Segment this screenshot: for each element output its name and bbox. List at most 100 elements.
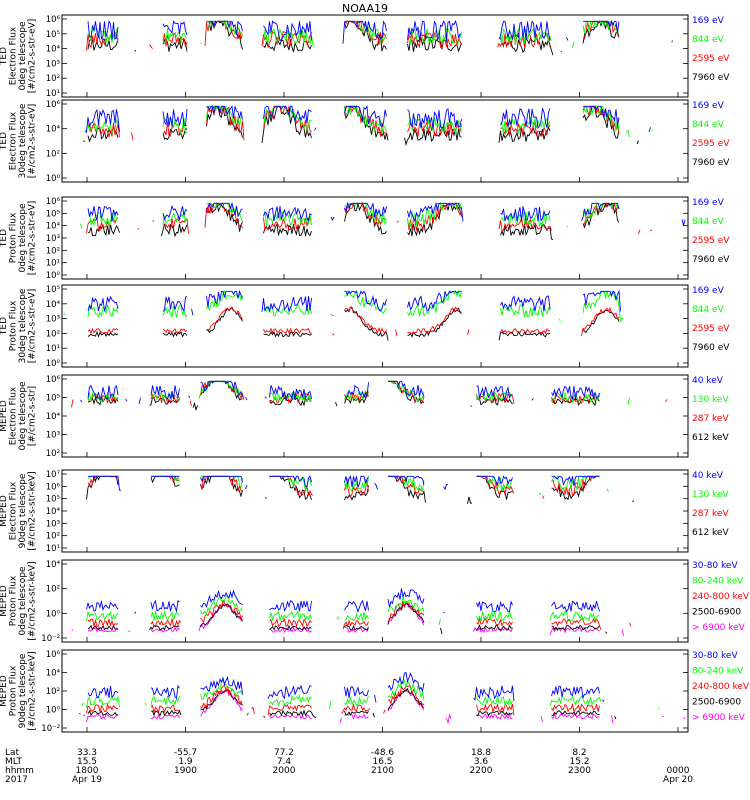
legend-label: 169 eV — [692, 101, 725, 111]
y-tick-label: 10² — [46, 449, 60, 459]
series-line-844-ev — [64, 291, 675, 321]
legend-label: 169 eV — [692, 16, 725, 26]
y-tick-label: 10⁰ — [46, 359, 61, 369]
x-tick-label: 18.8 — [471, 748, 491, 758]
x-tick-label: 2300 — [568, 766, 591, 776]
x-axis-row-label: hhmm — [5, 766, 34, 776]
legend-label: 40 keV — [692, 471, 724, 481]
y-tick-label: 10⁶ — [46, 100, 61, 110]
y-tick-label: 10⁵ — [46, 285, 60, 295]
series-line-844-ev — [88, 21, 685, 48]
legend-label: 612 keV — [692, 433, 729, 443]
legend-label: 130 keV — [692, 490, 729, 500]
y-tick-label: 10² — [46, 329, 60, 339]
x-tick-label: 2100 — [371, 766, 394, 776]
y-axis-label-line: MEPED — [0, 675, 9, 707]
x-tick-label: 0000 — [667, 766, 690, 776]
y-tick-label: 10⁶ — [46, 650, 61, 660]
y-tick-label: 10⁴ — [46, 412, 61, 422]
y-axis-label: MEPED Electron Flux 0deg telescope [#/cm2-s… — [0, 381, 37, 451]
x-axis-row-label: MLT — [5, 757, 23, 767]
panel-6: 10¹ 10² 10³ 10⁴ 10⁵ 10⁶ 10⁷ MEPED Electron Flux 9… — [0, 469, 729, 554]
legend-label: 7960 eV — [692, 158, 730, 168]
x-tick-label: 8.2 — [572, 748, 586, 758]
y-tick-label: 10⁴ — [46, 669, 61, 679]
x-tick-label: Apr 19 — [72, 775, 102, 785]
panel-frame — [61, 374, 689, 458]
series-line-130-kev — [88, 381, 672, 405]
x-tick-label: 2200 — [470, 766, 493, 776]
y-axis-label: TED Electron Flux 0deg telescope [#/cm2-s-s… — [0, 19, 37, 94]
y-axis-label-line: Electron Flux — [8, 386, 18, 445]
x-tick-label: 1800 — [76, 766, 99, 776]
y-tick-label: 10³ — [46, 431, 60, 441]
y-tick-label: 10⁰ — [46, 609, 61, 619]
y-axis-label-line: [#/cm2-s-str] — [27, 386, 37, 446]
legend-label: 80-240 keV — [692, 667, 744, 677]
legend-label: 612 keV — [692, 528, 729, 538]
series-line-169-ev — [87, 201, 686, 226]
y-axis-label-line: Proton Flux — [8, 665, 18, 716]
y-axis-label-line: Electron Flux — [8, 481, 18, 540]
panel-2: 10⁰ 10² 10⁴ 10⁶ TED Electron Flux 30deg telesc… — [0, 99, 730, 184]
legend-label: 844 eV — [692, 35, 725, 45]
series-line-30-80-kev — [87, 589, 672, 614]
y-tick-label: 10⁶ — [46, 15, 61, 25]
y-axis-label-line: 0deg telescope — [18, 21, 28, 91]
y-tick-label: 10³ — [46, 519, 60, 529]
y-tick-label: 10⁰ — [46, 271, 61, 281]
x-tick-label: 77.2 — [274, 748, 294, 758]
x-tick-label: 1900 — [174, 766, 197, 776]
y-axis-label-line: TED — [0, 47, 9, 66]
y-axis-label-line: Proton Flux — [8, 212, 18, 263]
legend-label: 30-80 keV — [692, 651, 738, 661]
series-line-80-240-kev — [82, 681, 675, 709]
y-axis-label-line: 90deg telescope — [18, 653, 28, 728]
x-tick-label: 16.5 — [372, 757, 392, 767]
y-tick-label: 10¹ — [46, 544, 60, 554]
legend-label: 169 eV — [692, 286, 725, 296]
y-axis-label-line: MEPED — [0, 495, 9, 527]
y-tick-label: 10⁴ — [46, 222, 61, 232]
y-axis-label-line: Proton Flux — [8, 300, 18, 351]
x-tick-label: Apr 20 — [663, 775, 693, 785]
y-axis-label: MEPED Electron Flux 90deg telescope [#/cm2-… — [0, 471, 37, 550]
y-axis-label-line: 0deg telescope — [18, 203, 28, 273]
y-tick-label: 10⁴ — [46, 560, 61, 570]
legend-label: > 6900 keV — [692, 713, 746, 723]
legend-label: 2595 eV — [692, 324, 730, 334]
y-tick-label: 10⁷ — [46, 470, 61, 480]
x-tick-label: 15.5 — [77, 757, 97, 767]
legend-label: 2500-6900 — [692, 698, 741, 708]
y-tick-label: 10⁵ — [46, 209, 60, 219]
panel-5: 10² 10³ 10⁴ 10⁵ 10⁶ MEPED Electron Flux 0deg te… — [0, 374, 729, 459]
legend-label: 130 keV — [692, 395, 729, 405]
legend-label: 240-800 keV — [692, 682, 750, 692]
panel-1: 10¹ 10² 10³ 10⁴ 10⁵ 10⁶ TED Electron Flux 0deg t… — [0, 14, 730, 99]
y-tick-label: 10² — [46, 687, 60, 697]
y-axis-label-line: [#/cm2-s-str-keV] — [27, 471, 37, 550]
y-axis-label-line: Electron Flux — [8, 26, 18, 85]
y-axis-label: TED Electron Flux 30deg telescope [#/cm2-s-… — [0, 103, 37, 178]
series-line-30-80-kev — [88, 673, 684, 703]
legend-label: 844 eV — [692, 305, 725, 315]
x-tick-label: 15.2 — [569, 757, 589, 767]
y-axis-label-line: 90deg telescope — [18, 473, 28, 548]
x-axis-row-label: 2017 — [5, 775, 28, 785]
y-tick-label: 10² — [46, 149, 60, 159]
x-tick-label: -55.7 — [174, 748, 197, 758]
x-axis-row-label: Lat — [5, 748, 20, 758]
figure-title: NOAA19 — [342, 2, 388, 15]
panel-frame — [61, 99, 689, 183]
y-tick-label: 10² — [46, 532, 60, 542]
y-tick-label: 10⁶ — [46, 482, 61, 492]
y-axis-label-line: [#/cm2-s-str-eV] — [27, 19, 37, 94]
x-tick-label: 7.4 — [277, 757, 292, 767]
y-axis-label-line: MEPED — [0, 585, 9, 617]
y-tick-label: 10³ — [46, 59, 60, 69]
series-line--6900-kev — [86, 688, 686, 724]
y-axis-label: MEPED Proton Flux 90deg telescope [#/cm2-s-… — [0, 651, 37, 730]
y-axis-label-line: TED — [0, 317, 9, 336]
